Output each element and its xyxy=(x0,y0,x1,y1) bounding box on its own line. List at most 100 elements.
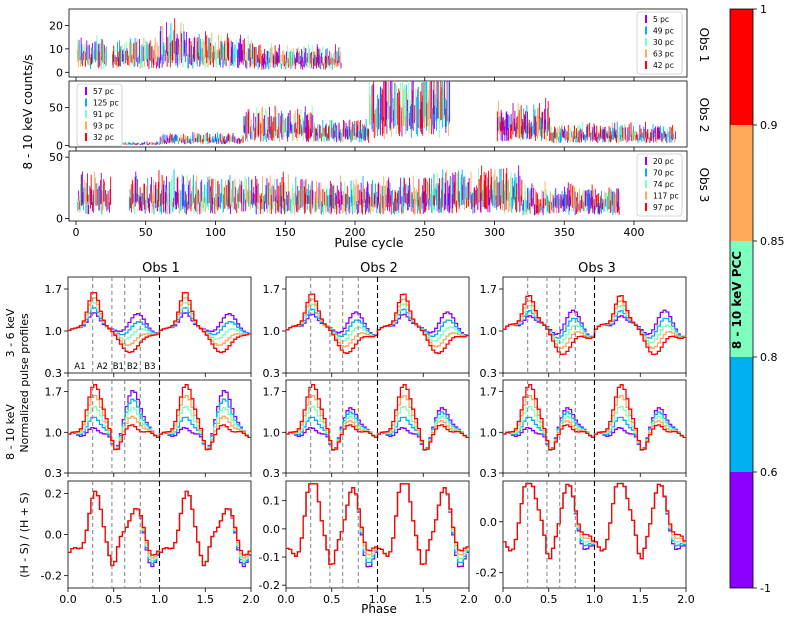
colorbar-label: 8 - 10 keV PCC xyxy=(730,251,744,349)
lightcurve-obs3-panel: 0 50 0 50 100 150 200 250 300 350 400 20 pc 70 pc 74 … xyxy=(49,150,688,239)
side-label-obs2: Obs 2 xyxy=(697,98,711,133)
colorbar-tick-label: 0.9 xyxy=(760,119,778,132)
colorbar-tick-label: -1 xyxy=(760,582,771,595)
y-tick-label: 1.0 xyxy=(45,325,63,338)
x-tick-label: 0.0 xyxy=(277,593,295,606)
x-tick-label: 0.5 xyxy=(105,593,123,606)
profile-shared-ylabel: Normalized pulse profiles xyxy=(18,313,31,453)
colorbar-band xyxy=(730,472,753,588)
side-label-obs3: Obs 3 xyxy=(697,168,711,203)
x-tick-label: 0.5 xyxy=(540,593,558,606)
legend: 5 pc 49 pc 30 pc 63 pc 42 pc xyxy=(636,11,683,75)
profile-panel: 0.3 1.0 1.7 xyxy=(45,379,252,480)
x-tick-label: 200 xyxy=(344,226,365,239)
x-tick-label: 1.0 xyxy=(369,593,387,606)
profile-frame xyxy=(285,379,470,474)
y-tick-label: 1.7 xyxy=(480,283,498,296)
y-tick-label: 1.0 xyxy=(480,426,498,439)
profile-xlabel: Phase xyxy=(361,602,397,616)
y-tick-label: 0 xyxy=(56,66,63,79)
y-tick-label: 0.3 xyxy=(263,467,281,480)
y-tick-label: 1.7 xyxy=(45,283,63,296)
profile-panel: 0.3 1.0 1.7 xyxy=(263,379,470,480)
y-tick-label: 10 xyxy=(49,43,63,56)
lightcurve-marks xyxy=(76,165,621,216)
legend-label: 5 pc xyxy=(653,15,669,24)
colorbar-tick-label: 0.6 xyxy=(760,466,778,479)
y-tick-label: 0.0 xyxy=(45,529,63,542)
legend-box xyxy=(636,153,683,217)
legend-label: 70 pc xyxy=(653,169,674,178)
y-tick-label: 1.0 xyxy=(263,426,281,439)
y-tick-label: 1.7 xyxy=(263,386,281,399)
profile-panel: -0.2 -0.1 0.0 0.1 0.0 0.5 1.0 1.5 2.0 xyxy=(259,480,478,606)
legend-box xyxy=(76,83,123,147)
y-tick-label: 1.7 xyxy=(480,386,498,399)
profile-panel: 0.3 1.0 1.7 xyxy=(263,276,470,380)
legend: 20 pc 70 pc 74 pc 117 pc 97 pc xyxy=(636,153,683,217)
legend-box xyxy=(636,11,683,75)
x-tick-label: 50 xyxy=(139,226,153,239)
region-label: A2 xyxy=(97,362,108,372)
lightcurve-obs1-panel: 0 10 20 5 pc 49 pc 30 pc 63 pc 42 pc xyxy=(49,8,688,81)
y-tick-label: 0.0 xyxy=(480,516,498,529)
y-tick-label: 0.3 xyxy=(263,367,281,380)
y-tick-label: 0 xyxy=(56,213,63,226)
row-label-hardness: (H - S) / (H + S) xyxy=(18,492,31,578)
x-tick-label: 0.0 xyxy=(59,593,77,606)
profile-series-line xyxy=(68,384,251,451)
y-tick-label: -0.1 xyxy=(259,551,280,564)
colorbar-band xyxy=(730,241,753,357)
y-tick-label: 0.1 xyxy=(263,495,281,508)
region-label: B1 xyxy=(113,362,124,372)
x-tick-label: 1.5 xyxy=(197,593,215,606)
profile-series-line xyxy=(68,291,251,354)
y-tick-label: 20 xyxy=(49,19,63,32)
legend-label: 97 pc xyxy=(653,203,674,212)
row-label-hard: 8 - 10 keV xyxy=(4,404,17,460)
profile-grid: 0.31.01.7A1 A2 B1 B2 B30.31.01.7-0.20.00.20.… xyxy=(41,276,695,606)
profile-series-line xyxy=(286,384,469,451)
legend-label: 74 pc xyxy=(653,180,674,189)
x-tick-label: 300 xyxy=(484,226,505,239)
y-tick-label: 0.3 xyxy=(45,367,63,380)
y-tick-label: 1.0 xyxy=(263,325,281,338)
side-label-obs1: Obs 1 xyxy=(697,28,711,63)
x-tick-label: 2.0 xyxy=(242,593,260,606)
y-tick-label: 0 xyxy=(56,139,63,152)
legend-label: 20 pc xyxy=(653,157,674,166)
colorbar-band xyxy=(730,9,753,125)
region-label: A1 xyxy=(74,362,85,372)
profile-series-line xyxy=(286,293,469,354)
y-tick-label: 1.7 xyxy=(263,283,281,296)
x-tick-label: 1.0 xyxy=(151,593,169,606)
column-title-obs1: Obs 1 xyxy=(142,261,180,276)
lightcurve-marks xyxy=(76,18,342,70)
profile-frame xyxy=(67,379,252,474)
legend-label: 32 pc xyxy=(93,133,114,142)
y-tick-label: 1.0 xyxy=(45,426,63,439)
x-tick-label: 100 xyxy=(205,226,226,239)
x-tick-label: 250 xyxy=(414,226,435,239)
y-tick-label: 50 xyxy=(49,151,63,164)
profile-panel: 0.3 1.0 1.7 xyxy=(480,276,687,380)
colorbar-tick-label: 1 xyxy=(760,3,767,16)
legend-label: 49 pc xyxy=(653,27,674,36)
x-tick-label: 1.5 xyxy=(632,593,650,606)
y-tick-label: -0.2 xyxy=(41,570,62,583)
y-tick-label: -0.2 xyxy=(476,567,497,580)
legend: 57 pc 125 pc 91 pc 93 pc 32 pc xyxy=(76,83,123,147)
column-title-obs2: Obs 2 xyxy=(360,261,398,276)
x-tick-label: 150 xyxy=(275,226,296,239)
colorbar-band xyxy=(730,357,753,472)
row-label-soft: 3 - 6 keV xyxy=(4,308,17,357)
profile-frame xyxy=(502,379,687,474)
legend-label: 117 pc xyxy=(653,192,679,201)
x-tick-label: 0.0 xyxy=(494,593,512,606)
x-tick-label: 0.5 xyxy=(323,593,341,606)
legend-label: 57 pc xyxy=(93,87,114,96)
x-tick-label: 1.5 xyxy=(415,593,433,606)
legend-label: 42 pc xyxy=(653,61,674,70)
colorbar-band xyxy=(730,125,753,241)
